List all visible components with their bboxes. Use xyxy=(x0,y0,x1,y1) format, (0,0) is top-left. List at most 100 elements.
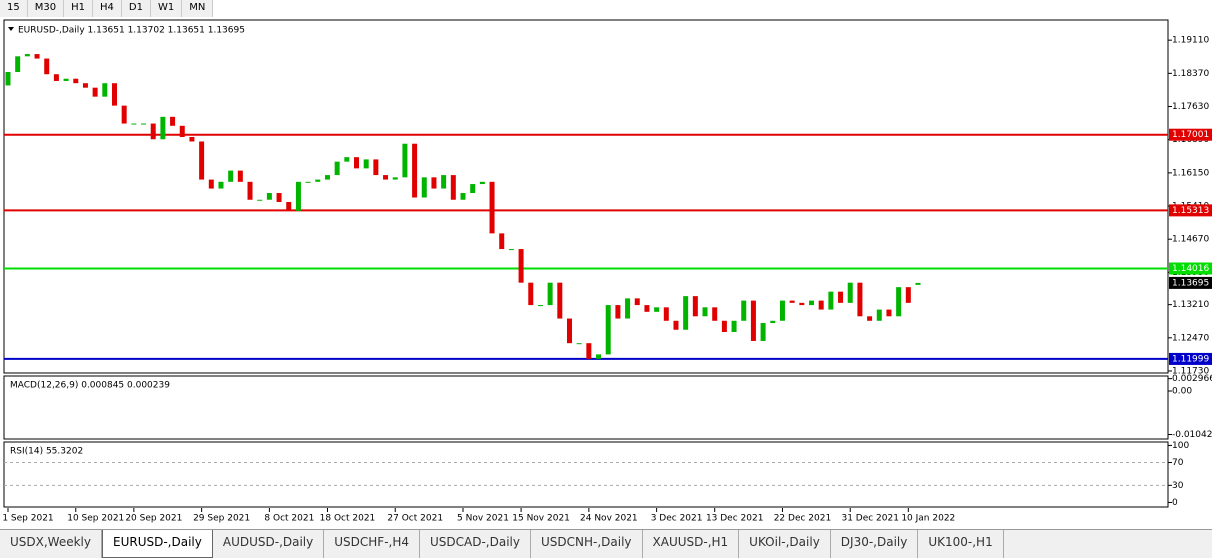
candle-body xyxy=(189,136,195,142)
timeframe-button[interactable]: 15 xyxy=(0,0,28,17)
candle-body xyxy=(625,298,631,319)
candle-body xyxy=(421,177,427,198)
candle-body xyxy=(305,181,311,183)
symbol-tab[interactable]: USDX,Weekly xyxy=(0,530,102,558)
candle-body xyxy=(141,123,147,125)
symbol-tab[interactable]: XAUUSD-,H1 xyxy=(643,530,740,558)
candle-body xyxy=(218,181,224,189)
candle-body xyxy=(566,318,572,344)
x-tick-label: 22 Dec 2021 xyxy=(774,514,832,524)
symbol-tab[interactable]: UK100-,H1 xyxy=(918,530,1004,558)
price-tag xyxy=(1169,204,1212,217)
chart-title: EURUSD-,Daily 1.13651 1.13702 1.13651 1.… xyxy=(18,26,245,36)
candle-body xyxy=(266,193,272,200)
chart: 1.191101.183701.176301.168901.161501.154… xyxy=(2,19,1212,524)
x-tick-label: 10 Sep 2021 xyxy=(67,514,124,524)
x-tick-label: 1 Sep 2021 xyxy=(2,514,53,524)
timeframe-button[interactable]: H4 xyxy=(93,0,122,17)
candle-body xyxy=(905,287,911,303)
candle-body xyxy=(818,300,824,310)
candle-body xyxy=(24,54,30,57)
candle-body xyxy=(121,105,127,124)
candle-body xyxy=(634,298,640,306)
candle-body xyxy=(412,143,418,198)
candle-body xyxy=(692,296,698,317)
candle-body xyxy=(160,116,166,140)
candle-body xyxy=(557,282,563,319)
candle-body xyxy=(518,249,524,283)
candle-body xyxy=(441,175,447,189)
symbol-tab[interactable]: EURUSD-,Daily xyxy=(102,530,213,558)
candle-body xyxy=(102,83,108,97)
candle-body xyxy=(257,199,263,201)
candle-body xyxy=(44,58,50,75)
candle-body xyxy=(576,343,582,345)
candle-body xyxy=(82,83,88,88)
candle-body xyxy=(73,78,79,84)
candle-body xyxy=(392,177,398,180)
candle-body xyxy=(886,309,892,317)
candle-body xyxy=(663,307,669,321)
price-tag-label: 1.15313 xyxy=(1172,206,1209,216)
candle-body xyxy=(828,291,834,310)
y-tick-label: 1.11730 xyxy=(1172,366,1209,376)
symbol-tab[interactable]: AUDUSD-,Daily xyxy=(213,530,325,558)
candle-body xyxy=(809,300,815,306)
symbol-tab[interactable]: UKOil-,Daily xyxy=(739,530,831,558)
y-tick-label: 100 xyxy=(1172,441,1189,451)
symbol-tabs: USDX,Weekly EURUSD-,Daily AUDUSD-,Daily USD… xyxy=(0,529,1212,558)
symbol-tab[interactable]: USDCHF-,H4 xyxy=(324,530,420,558)
candle-body xyxy=(276,193,282,202)
candle-body xyxy=(857,282,863,317)
timeframe-button[interactable]: W1 xyxy=(151,0,183,17)
x-tick-label: 13 Dec 2021 xyxy=(706,514,764,524)
candle-body xyxy=(450,175,456,200)
panel-frame xyxy=(3,375,1169,440)
macd-title: MACD(12,26,9) 0.000845 0.000239 xyxy=(10,381,170,391)
y-tick-label: 1.14670 xyxy=(1172,235,1209,245)
candle-body xyxy=(741,300,747,321)
candle-body xyxy=(673,320,679,330)
candle-body xyxy=(208,179,214,189)
candle-body xyxy=(499,233,505,250)
timeframe-button[interactable]: M30 xyxy=(28,0,65,17)
candle-body xyxy=(373,159,379,176)
price-tag-label: 1.17001 xyxy=(1172,130,1209,140)
candle-body xyxy=(789,300,795,303)
y-tick-label: 1.16150 xyxy=(1172,168,1209,178)
symbol-tab[interactable]: USDCNH-,Daily xyxy=(531,530,643,558)
candle-body xyxy=(683,296,689,330)
price-tag xyxy=(1169,128,1212,141)
y-tick-label: 1.19110 xyxy=(1172,36,1209,46)
price-tag xyxy=(1169,352,1212,365)
y-tick-label: 1.18370 xyxy=(1172,69,1209,79)
candle-body xyxy=(15,56,21,72)
timeframe-button[interactable]: D1 xyxy=(122,0,151,17)
candle-body xyxy=(508,249,514,251)
y-tick-label: 0.002966 xyxy=(1172,374,1212,384)
candle-body xyxy=(470,184,476,194)
title-arrow xyxy=(8,27,14,31)
x-tick-label: 15 Nov 2021 xyxy=(512,514,570,524)
candle-body xyxy=(237,170,243,182)
candle-body xyxy=(111,83,117,106)
timeframe-button[interactable]: MN xyxy=(182,0,214,17)
candle-body xyxy=(712,307,718,321)
symbol-tab[interactable]: DJ30-,Daily xyxy=(831,530,919,558)
symbol-tab[interactable]: USDCAD-,Daily xyxy=(420,530,531,558)
candle-body xyxy=(615,305,621,319)
candle-body xyxy=(199,141,205,180)
price-tag-label: 1.11999 xyxy=(1172,354,1209,364)
candle-body xyxy=(354,157,360,169)
candle-body xyxy=(838,291,844,303)
y-tick-label: 70 xyxy=(1172,458,1184,468)
x-tick-label: 18 Oct 2021 xyxy=(320,514,376,524)
candle-body xyxy=(344,157,350,162)
candle-body xyxy=(644,305,650,312)
candle-body xyxy=(5,71,11,86)
timeframe-button[interactable]: H1 xyxy=(64,0,93,17)
candle-body xyxy=(170,116,176,126)
candle-body xyxy=(53,74,59,81)
candle-body xyxy=(731,320,737,332)
y-tick-label: -0.010422 xyxy=(1172,430,1212,440)
